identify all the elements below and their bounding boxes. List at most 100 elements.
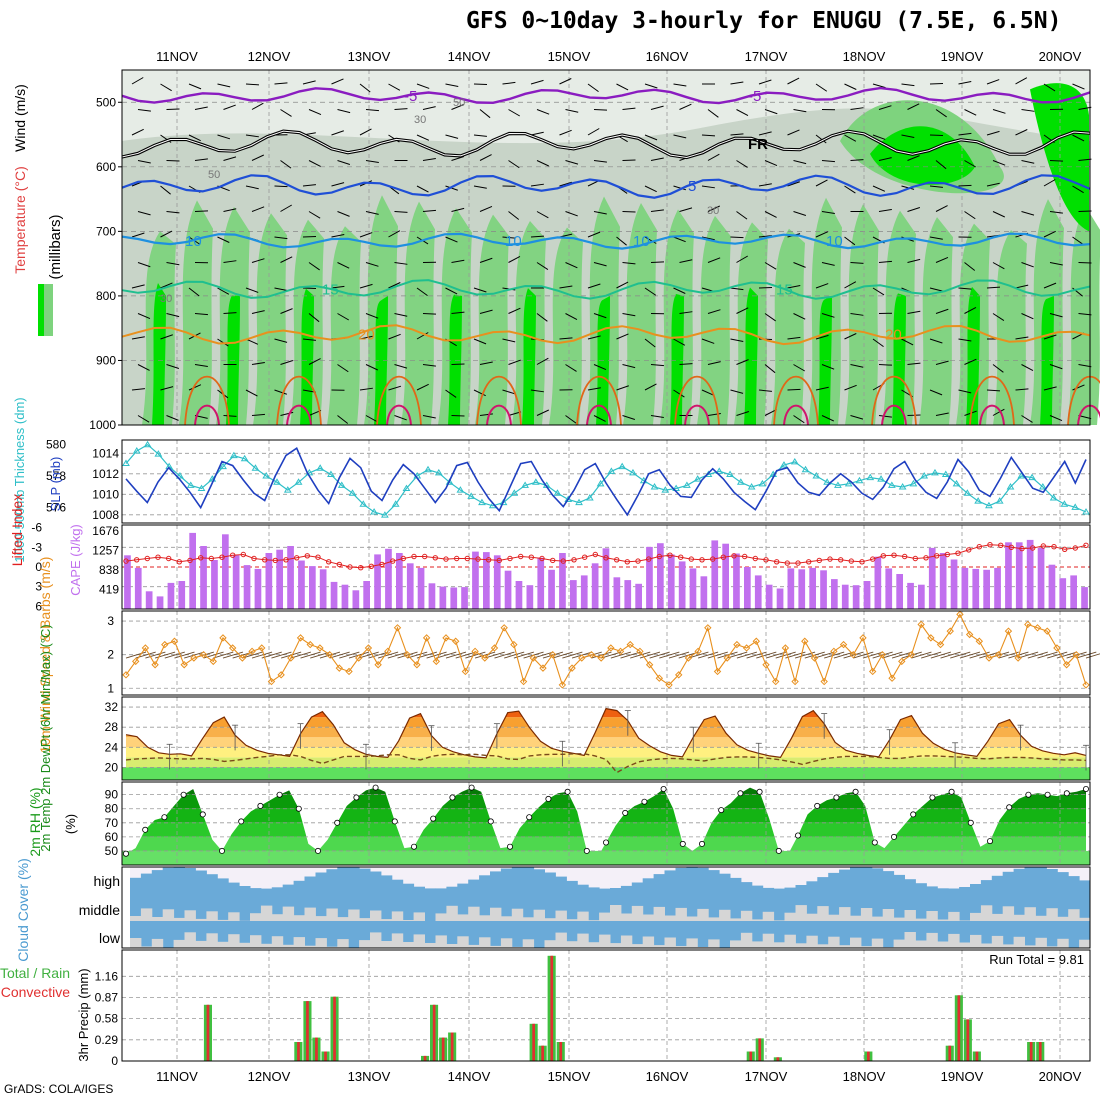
li-point xyxy=(763,557,769,563)
wind-barb xyxy=(929,236,943,240)
cape-bar xyxy=(831,579,838,609)
wind-barb xyxy=(137,262,151,268)
rh2m-point xyxy=(756,788,763,795)
wind-barb xyxy=(479,257,493,263)
wind10-barb xyxy=(649,651,670,659)
cloud-cell xyxy=(446,905,458,921)
wind-barb xyxy=(337,160,351,165)
wind-barb xyxy=(565,415,577,424)
wind10-barb xyxy=(940,651,961,659)
panel-cape-frame xyxy=(121,524,1091,610)
li-point xyxy=(443,556,449,562)
wind-barb xyxy=(160,185,171,195)
rh2m-point xyxy=(679,840,686,847)
day-label-top: 15NOV xyxy=(548,49,591,64)
li-point xyxy=(550,557,556,564)
wind10-tick: 2 xyxy=(107,648,114,662)
cloud-cell xyxy=(173,867,185,894)
wind-barb xyxy=(536,357,549,365)
cape-bar xyxy=(396,553,403,609)
cape-bar xyxy=(439,586,447,609)
thickness-point xyxy=(909,479,918,487)
panel-wind10 xyxy=(121,610,1100,696)
cloud-cell xyxy=(697,867,709,894)
wind-barb xyxy=(587,387,601,391)
cloud-cell xyxy=(1013,936,1025,948)
wind-barb xyxy=(451,207,465,212)
cloud-cell xyxy=(664,915,676,921)
cloud-cell xyxy=(370,932,382,948)
wind10-point xyxy=(936,640,945,649)
thickness-point xyxy=(445,478,454,485)
cloud-cell xyxy=(806,881,818,894)
li-point xyxy=(870,556,876,562)
cloud-cell xyxy=(915,918,927,921)
temp-band xyxy=(126,747,1086,758)
li-point xyxy=(592,551,598,558)
cloud-cell xyxy=(642,936,655,948)
wind10-barb xyxy=(533,651,554,659)
wind10-point xyxy=(704,624,712,632)
cloud-cell xyxy=(762,933,775,948)
li-point xyxy=(688,556,694,562)
cloud-cell xyxy=(904,879,916,894)
wind-barb xyxy=(445,134,459,139)
cloud-cell xyxy=(402,883,415,894)
thickness-point xyxy=(834,481,842,488)
wind-barb xyxy=(964,211,976,220)
cloud-cell xyxy=(762,911,775,921)
wind-barb xyxy=(821,313,835,318)
wind-barb xyxy=(622,107,636,110)
cloud-cell xyxy=(1002,906,1015,921)
wind-barb xyxy=(958,389,972,394)
wind-barb xyxy=(479,309,493,314)
wind-barb xyxy=(359,387,373,391)
wind-barb xyxy=(935,308,949,314)
wind-barb xyxy=(251,413,265,416)
wind10-barb xyxy=(222,651,244,659)
cloud-cell xyxy=(555,910,567,921)
wind-barb xyxy=(1072,236,1084,245)
cloud-cell xyxy=(795,943,807,948)
cape-bar xyxy=(189,532,196,609)
cape-bar xyxy=(319,569,327,609)
cloud-cell xyxy=(828,936,840,948)
day-label-bottom: 11NOV xyxy=(156,1069,198,1084)
cloud-cell xyxy=(468,944,480,948)
cloud-cell xyxy=(490,871,502,894)
wind-barb xyxy=(644,287,657,296)
wind-barb xyxy=(536,409,549,416)
thickness-point xyxy=(359,500,368,507)
cape-tick: 419 xyxy=(99,582,119,596)
wind-barb xyxy=(935,256,949,263)
wind10-point xyxy=(529,654,537,662)
cloud-cell xyxy=(991,935,1004,949)
wind-barb xyxy=(673,338,686,346)
panel-rh2m-frame xyxy=(121,781,1091,866)
wind10-point xyxy=(267,677,276,686)
cloud-cell xyxy=(544,940,556,948)
rh2m-point xyxy=(987,838,994,845)
cloud-cell xyxy=(599,912,611,921)
wind-barb xyxy=(479,205,493,212)
wind-barb xyxy=(394,262,408,265)
wind-barb xyxy=(986,182,1000,187)
wind-barb xyxy=(160,83,172,92)
wind10-barb xyxy=(1085,653,1100,659)
cloud-cell xyxy=(620,935,633,948)
li-point xyxy=(571,557,577,563)
wind10-point xyxy=(898,657,906,666)
cloud-cell xyxy=(730,877,742,894)
wind-barb xyxy=(815,134,827,144)
wind10-barb xyxy=(387,651,408,659)
wind-barb xyxy=(251,154,264,161)
li-point xyxy=(720,554,726,560)
wind-barb xyxy=(365,364,378,371)
cape-bar xyxy=(1048,564,1056,609)
wind10-point xyxy=(888,674,896,682)
cloud-cell xyxy=(457,883,469,894)
wind-barb xyxy=(473,338,487,345)
wind10-point xyxy=(510,640,518,649)
rh-contour-label: 30 xyxy=(414,114,426,126)
cloud-cell xyxy=(871,938,884,948)
